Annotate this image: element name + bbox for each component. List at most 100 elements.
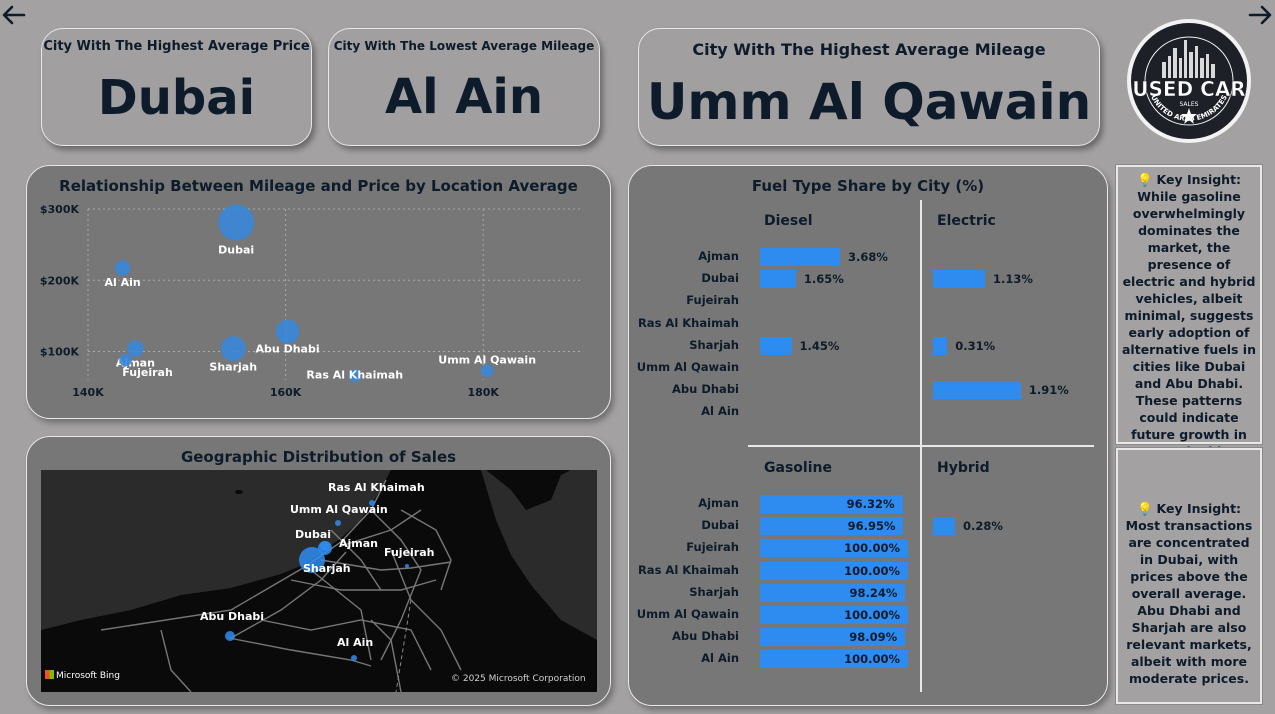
scatter-point (114, 260, 131, 276)
scatter-point-label: Al Ain (104, 276, 140, 289)
logo-title: USED CAR (1132, 77, 1245, 101)
y-tick-label: $200K (40, 274, 80, 287)
fuel-bar (760, 606, 908, 624)
scatter-point-label: Sharjah (209, 361, 257, 374)
kpi-label: City With The Highest Average Price (43, 39, 310, 54)
fuel-bar-value: 100.00% (844, 563, 900, 578)
fuel-city-label: Ras Al Khaimah (637, 315, 739, 330)
fuel-bar-value: 100.00% (844, 541, 900, 556)
fuel-city-label: Dubai (701, 271, 739, 286)
kpi-card-highest-mileage: City With The Highest Average Mileage Um… (638, 28, 1100, 146)
fuel-bar-value: 1.65% (803, 272, 844, 287)
fuel-bar-value: 96.95% (847, 519, 896, 534)
kpi-card-highest-price: City With The Highest Average Price Duba… (41, 28, 312, 146)
scatter-point (119, 353, 132, 367)
fuel-bar-value: 3.68% (848, 250, 888, 264)
fuel-bar-value: 98.24% (849, 585, 898, 600)
kpi-label: City With The Lowest Average Mileage (333, 39, 595, 53)
fuel-bar (933, 517, 955, 536)
geo-title: Geographic Distribution of Sales (180, 448, 457, 466)
fuel-title: Fuel Type Share by City (%) (751, 177, 985, 195)
fuel-bar-value: 98.09% (849, 630, 898, 645)
fuel-header-diesel: Diesel (764, 213, 813, 229)
fuel-bar-value: 100.00% (844, 652, 900, 667)
fuel-type-share-panel: Fuel Type Share by City (%) Diesel Ajman 3… (628, 165, 1108, 706)
fuel-bar (760, 336, 792, 355)
kpi-card-lowest-mileage: City With The Lowest Average Mileage Al … (328, 28, 600, 146)
scatter-title: Relationship Between Mileage and Price b… (59, 177, 578, 195)
kpi-value: Umm Al Qawain (646, 73, 1092, 131)
next-arrow-icon[interactable] (1246, 2, 1274, 28)
geo-distribution-panel: Geographic Distribution of Sales (26, 436, 611, 706)
x-tick-label: 180K (467, 386, 499, 399)
fuel-bar-value: 100.00% (844, 608, 900, 622)
fuel-city-label: Ajman (698, 249, 739, 263)
fuel-city-label: Fujeirah (686, 293, 739, 308)
map-city-label: Fujeirah (384, 546, 435, 559)
fuel-city-label: Umm Al Qawain (636, 607, 739, 621)
map-city-label: Dubai (295, 528, 332, 541)
scatter-point (480, 364, 494, 378)
map-city-label: Al Ain (337, 636, 374, 649)
kpi-value: Al Ain (384, 69, 544, 125)
fuel-city-label: Abu Dhabi (672, 382, 739, 397)
fuel-city-label: Ajman (698, 496, 739, 510)
fuel-bar (760, 650, 908, 669)
fuel-header-hybrid: Hybrid (937, 460, 990, 476)
microsoft-logo-icon (45, 670, 54, 679)
map-bubble (299, 547, 325, 573)
fuel-bar (760, 539, 908, 558)
mileage-price-scatter-panel: Relationship Between Mileage and Price b… (26, 165, 611, 419)
fuel-city-label: Sharjah (689, 584, 739, 599)
fuel-city-label: Dubai (701, 518, 739, 533)
scatter-point (275, 319, 300, 344)
panel-divider-horizontal (748, 445, 1094, 447)
x-tick-label: 140K (72, 386, 104, 399)
sales-map[interactable]: Ras Al Khaimah Umm Al Qawain Dubai Ajman Fuj… (41, 470, 597, 692)
fuel-header-electric: Electric (937, 213, 996, 229)
fuel-bar (760, 561, 908, 580)
map-bubble (225, 631, 235, 641)
scatter-point-label: Fujeirah (122, 366, 172, 379)
scatter-point-label: Abu Dhabi (256, 343, 320, 356)
map-city-label: Ras Al Khaimah (328, 481, 425, 494)
insight-text: Key Insight: While gasoline overwhelming… (1122, 172, 1256, 476)
fuel-bar (933, 381, 1021, 400)
fuel-bar (933, 270, 985, 289)
kpi-value: Dubai (97, 70, 256, 126)
logo-sub: SALES (1180, 101, 1199, 108)
fuel-bar (933, 336, 948, 355)
fuel-bar-value: 0.28% (963, 519, 1003, 534)
fuel-bar-value: 96.32% (846, 497, 895, 511)
fuel-bar-value: 1.91% (1028, 383, 1069, 398)
lightbulb-icon: 💡 (1136, 172, 1153, 187)
back-arrow-icon[interactable] (0, 2, 28, 28)
used-car-sales-logo: USED CAR SALES UNITED ARAB EMIRATES (1126, 18, 1252, 144)
map-city-label: Sharjah (303, 562, 351, 575)
fuel-bar (760, 248, 840, 266)
scatter-chart[interactable]: $100K $200K $300K 140K 160K 180K Dubai Al Ain Ab… (27, 166, 612, 420)
map-canvas (41, 470, 597, 692)
map-city-label: Ajman (339, 537, 378, 550)
scatter-point (218, 204, 255, 241)
map-bubble (369, 500, 375, 506)
key-insight-fuel: 💡 Key Insight: While gasoline overwhelmin… (1116, 165, 1262, 476)
fuel-city-label: Fujeirah (686, 540, 739, 555)
fuel-header-gasoline: Gasoline (764, 460, 832, 476)
fuel-city-label: Ras Al Khaimah (637, 562, 739, 577)
map-bubble (318, 541, 332, 555)
scatter-point-label: Dubai (218, 244, 254, 257)
y-tick-label: $100K (40, 346, 80, 359)
bing-logo: Microsoft Bing (45, 670, 120, 681)
map-copyright: © 2025 Microsoft Corporation (451, 674, 586, 684)
fuel-bar (760, 517, 904, 536)
fuel-bar (760, 583, 906, 602)
fuel-bar (760, 270, 796, 289)
x-tick-label: 160K (270, 386, 302, 399)
scatter-point (127, 340, 144, 357)
insight-text: Key Insight: Most transactions are conce… (1125, 501, 1253, 686)
map-bubble (335, 520, 341, 526)
map-bubble (351, 655, 357, 661)
fuel-city-label: Al Ain (701, 404, 739, 419)
scatter-point-label: Umm Al Qawain (438, 354, 536, 367)
